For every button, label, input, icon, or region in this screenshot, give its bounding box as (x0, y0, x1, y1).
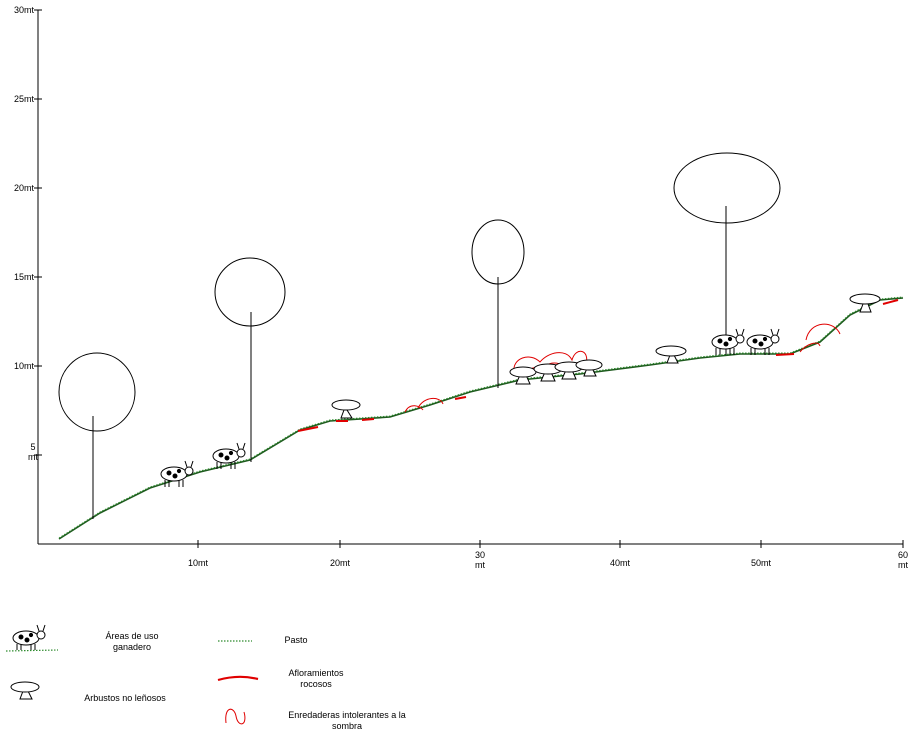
tree-4 (673, 152, 781, 355)
shrub-6 (655, 345, 687, 364)
legend-arbustos-label: Arbustos no leñosos (84, 693, 166, 703)
legend-rock-symbol (217, 675, 259, 682)
y-label-30: 30mt (14, 5, 35, 15)
cow-4 (746, 328, 780, 355)
x-label-30: 30 mt (475, 550, 486, 570)
legend-pasto-label: Pasto (284, 635, 308, 645)
y-label-25: 25mt (14, 94, 35, 104)
y-ticks (34, 9, 42, 456)
legend-vine-symbol (225, 708, 246, 725)
tree-2 (214, 257, 286, 462)
ground-line (58, 297, 904, 540)
legend-afloramientos-label: Afloramientos rocosos (288, 668, 344, 689)
cattle (160, 328, 780, 487)
legend-cow-symbol (5, 624, 59, 652)
cow-2 (212, 442, 246, 469)
legend-enredaderas-label: Enredaderas intolerantes a la sombra (288, 710, 406, 731)
y-label-15: 15mt (14, 272, 35, 282)
rock-outcrops (297, 299, 899, 432)
legend-ganadero-label: Áreas de uso ganadero (105, 631, 159, 652)
shrub-5 (575, 359, 603, 377)
x-label-60: 60 mt (898, 550, 909, 570)
x-label-50: 50mt (751, 558, 772, 568)
tree-1 (58, 352, 136, 519)
y-label-5: 5 mt (28, 442, 38, 462)
x-label-20: 20mt (330, 558, 351, 568)
shrub-2 (509, 366, 537, 385)
x-ticks (197, 540, 904, 548)
shrub-1 (331, 399, 361, 419)
y-label-10: 10mt (14, 361, 35, 371)
x-label-10: 10mt (188, 558, 209, 568)
y-label-20: 20mt (14, 183, 35, 193)
cow-3 (711, 328, 745, 355)
grass-line (58, 296, 904, 539)
x-label-40: 40mt (610, 558, 631, 568)
shrub-3 (533, 363, 563, 382)
legend-shrub-symbol (10, 681, 40, 700)
shrubs (331, 293, 881, 419)
tree-3 (471, 219, 525, 388)
shrub-7 (849, 293, 881, 313)
cow-1 (160, 460, 194, 487)
trees (58, 152, 781, 519)
